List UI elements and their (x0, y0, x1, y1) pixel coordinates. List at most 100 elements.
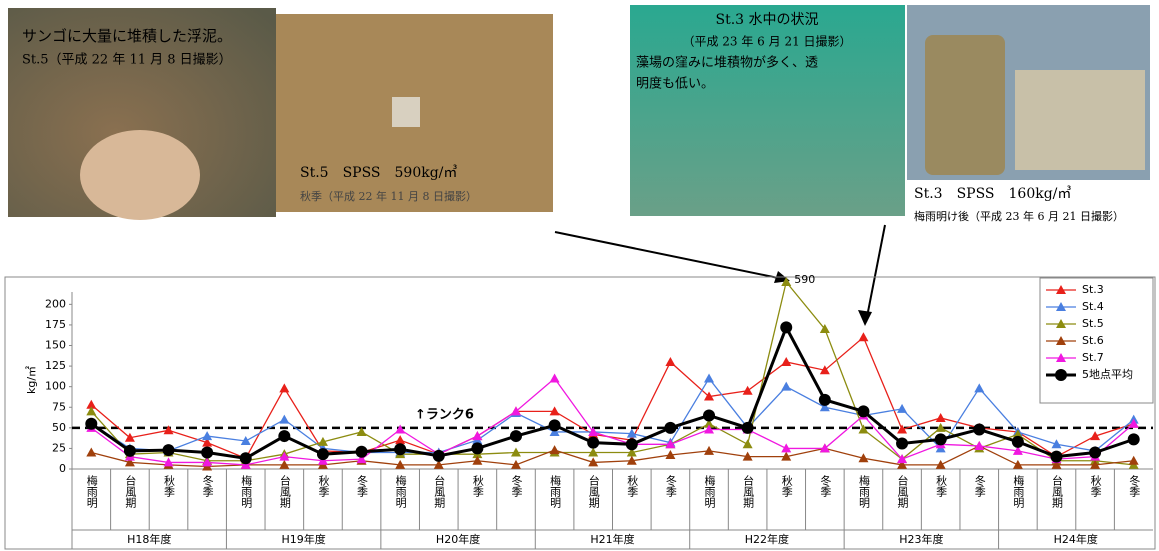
data-point (858, 424, 869, 434)
data-point (665, 439, 676, 449)
x-tick-label: 秋季 (1089, 474, 1102, 498)
data-point (162, 444, 175, 457)
data-point (472, 455, 483, 465)
legend-marker (1055, 369, 1067, 381)
data-point (1090, 459, 1101, 469)
data-point (781, 443, 792, 453)
series-line (90, 336, 1134, 460)
data-point (86, 406, 97, 416)
data-point (819, 402, 830, 412)
data-point (934, 433, 947, 446)
photo-caption: St.5 SPSS 590kg/㎥ (300, 165, 457, 181)
data-point (356, 426, 367, 436)
data-point (780, 321, 793, 334)
legend-label: St.3 (1082, 283, 1104, 296)
data-point (433, 459, 444, 469)
group-label: H21年度 (590, 532, 634, 546)
series-line (90, 377, 1135, 466)
data-point (897, 403, 908, 413)
data-point (974, 440, 985, 450)
data-point (279, 451, 290, 461)
group-label: H20年度 (436, 532, 480, 546)
legend-label: St.4 (1082, 300, 1104, 313)
data-point (781, 277, 792, 286)
series-line (90, 323, 1135, 460)
y-tick-label: 150 (45, 339, 66, 352)
data-point (741, 421, 754, 434)
y-tick-label: 75 (52, 400, 66, 413)
data-point (124, 457, 135, 467)
x-tick-label: 冬季 (973, 474, 986, 498)
data-point (85, 417, 98, 430)
data-point (857, 405, 870, 418)
data-point (86, 447, 97, 457)
photo-caption: 明度も低い。 (636, 76, 714, 92)
data-point (704, 445, 715, 455)
x-tick-label: 台風期 (1050, 474, 1063, 509)
photo-caption: St.5（平成 22 年 11 月 8 日撮影） (22, 52, 232, 68)
data-point (549, 406, 560, 416)
x-tick-label: 冬季 (664, 474, 677, 498)
data-point (935, 422, 946, 432)
data-point (626, 447, 637, 457)
data-point (935, 459, 946, 469)
data-point (664, 421, 677, 434)
data-point (317, 455, 328, 465)
y-tick-label: 125 (45, 359, 66, 372)
data-point (510, 406, 521, 416)
x-tick-label: 梅雨明 (85, 474, 98, 509)
x-tick-label: 秋季 (471, 474, 484, 498)
data-point (587, 436, 600, 449)
x-tick-label: 台風期 (433, 474, 446, 509)
photo (630, 5, 905, 216)
x-tick-label: 梅雨明 (240, 474, 253, 509)
data-point (201, 446, 214, 459)
legend-label: St.6 (1082, 334, 1104, 347)
data-point (935, 412, 946, 422)
data-point (202, 431, 213, 441)
legend-label: St.5 (1082, 317, 1104, 330)
reference-label: ↑ランク6 (415, 407, 474, 422)
data-point (896, 437, 909, 450)
photo-caption: 藻場の窪みに堆積物が多く、透 (636, 55, 818, 71)
arrow-head (858, 310, 872, 326)
data-point (124, 432, 135, 442)
group-label: H18年度 (127, 532, 171, 546)
photo-caption: サンゴに大量に堆積した浮泥。 (22, 27, 232, 45)
data-point (742, 439, 753, 449)
group-label: H19年度 (282, 532, 326, 546)
data-point (626, 455, 637, 465)
data-point (279, 414, 290, 424)
data-point (240, 459, 251, 469)
data-point (279, 383, 290, 393)
data-point (549, 445, 560, 455)
data-point (316, 448, 329, 461)
data-point (317, 436, 328, 446)
x-tick-label: 台風期 (587, 474, 600, 509)
data-point (703, 409, 716, 422)
plate (392, 97, 420, 127)
legend-marker (1056, 285, 1066, 294)
x-tick-label: 冬季 (510, 474, 523, 498)
data-point (395, 424, 406, 434)
data-point (279, 459, 290, 469)
data-point (897, 424, 908, 434)
x-tick-label: 冬季 (1128, 474, 1141, 498)
data-point (588, 447, 599, 457)
legend-label: St.7 (1082, 351, 1104, 364)
data-point (704, 373, 715, 383)
data-point (625, 438, 638, 451)
data-point (858, 332, 869, 342)
data-point (1050, 450, 1063, 463)
data-point (1051, 439, 1062, 449)
data-point (1128, 455, 1139, 465)
legend-marker (1056, 319, 1066, 328)
x-tick-label: 冬季 (201, 474, 214, 498)
data-point (704, 391, 715, 401)
data-point (239, 452, 252, 465)
x-tick-label: 秋季 (626, 474, 639, 498)
data-point (742, 451, 753, 461)
data-point (819, 324, 830, 334)
